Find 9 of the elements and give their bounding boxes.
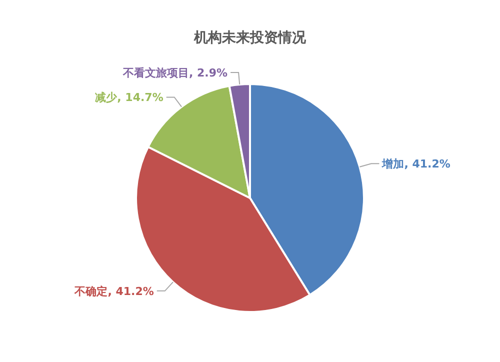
slice-label: 增加 <box>381 158 404 171</box>
data-label: , 41.2% <box>108 284 154 298</box>
slice-label: 减少 <box>95 91 118 104</box>
slice-label: 不确定 <box>74 284 108 298</box>
data-label: , 2.9% <box>189 66 228 80</box>
data-label: , 41.2% <box>404 158 450 171</box>
slice-label: 不看文旅项目 <box>122 66 190 80</box>
data-label: , 14.7% <box>117 91 164 104</box>
chart-title: 机构未来投资情况 <box>193 30 307 46</box>
